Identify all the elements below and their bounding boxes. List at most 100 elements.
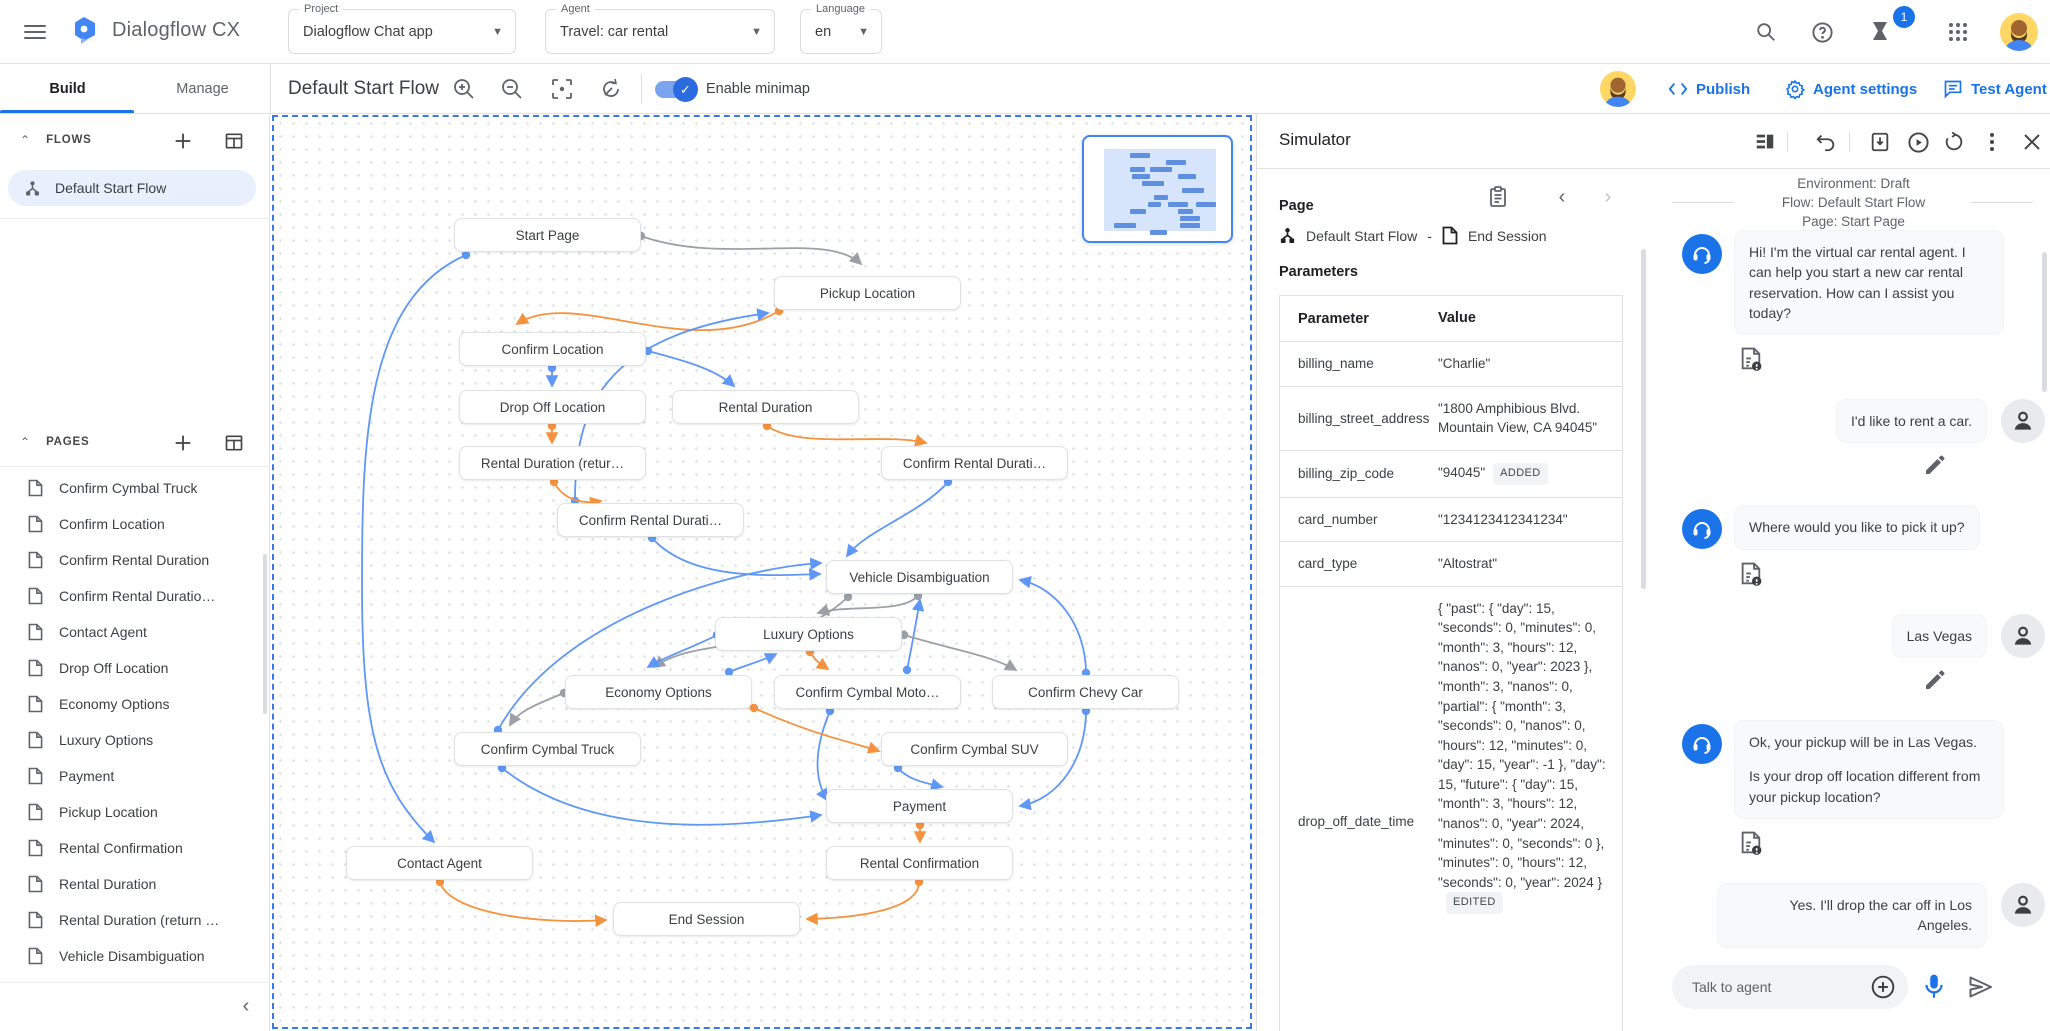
- user-avatar[interactable]: [2000, 13, 2038, 51]
- sidebar-page-item[interactable]: Rental Duration (return …: [0, 902, 266, 938]
- parameter-name: drop_off_date_time: [1298, 814, 1415, 830]
- response-info-icon[interactable]: [1740, 562, 2050, 588]
- sidebar-page-item[interactable]: Payment: [0, 758, 266, 794]
- flow-node-rental-confirmation[interactable]: Rental Confirmation: [826, 846, 1013, 880]
- panel-layout-icon[interactable]: [1752, 129, 1778, 155]
- flow-node-payment[interactable]: Payment: [826, 789, 1013, 823]
- undo-icon[interactable]: [1813, 129, 1839, 155]
- agent-select[interactable]: Agent Travel: car rental ▼: [545, 3, 775, 54]
- agent-select-value: Travel: car rental: [560, 23, 669, 40]
- reset-view-icon[interactable]: [599, 77, 623, 101]
- sidebar-page-item[interactable]: Drop Off Location: [0, 650, 266, 686]
- talk-to-agent-input[interactable]: Talk to agent: [1672, 965, 1908, 1009]
- sidebar-page-item[interactable]: Confirm Rental Duration: [0, 542, 266, 578]
- tab-build[interactable]: Build: [49, 81, 86, 97]
- flows-list-view-icon[interactable]: [224, 131, 246, 153]
- flow-node-contact-agent[interactable]: Contact Agent: [346, 846, 533, 880]
- flow-node-confirm-chevy-car[interactable]: Confirm Chevy Car: [992, 675, 1179, 709]
- sidebar-item-default-start-flow[interactable]: Default Start Flow: [8, 170, 256, 206]
- flow-node-start-page[interactable]: Start Page: [454, 218, 641, 252]
- sidebar-page-item[interactable]: Vehicle Disambiguation: [0, 938, 266, 974]
- chevron-up-icon[interactable]: ⌃: [20, 435, 31, 449]
- next-page-icon[interactable]: ›: [1604, 185, 1612, 208]
- parameters-scrollbar[interactable]: [1641, 249, 1646, 589]
- apps-grid-icon[interactable]: [1944, 18, 1972, 46]
- sidebar-page-item[interactable]: Pickup Location: [0, 794, 266, 830]
- minimap-node-bar: [1150, 230, 1167, 235]
- sidebar-page-item[interactable]: Luxury Options: [0, 722, 266, 758]
- flow-node-confirm-cymbal-suv[interactable]: Confirm Cymbal SUV: [881, 732, 1068, 766]
- flow-node-confirm-rental-duration-2[interactable]: Confirm Rental Durati…: [881, 446, 1068, 480]
- flow-node-economy-options[interactable]: Economy Options: [565, 675, 752, 709]
- add-page-icon[interactable]: [172, 432, 194, 454]
- play-icon[interactable]: [1905, 129, 1931, 155]
- test-agent-button[interactable]: Test Agent: [1943, 64, 2047, 114]
- flow-node-pickup-location[interactable]: Pickup Location: [774, 276, 961, 310]
- breadcrumb-page[interactable]: End Session: [1467, 227, 1547, 244]
- edit-message-icon[interactable]: [1656, 453, 1947, 477]
- add-attachment-icon[interactable]: [1870, 974, 1896, 1000]
- page-icon: [0, 587, 43, 605]
- close-icon[interactable]: [2019, 129, 2045, 155]
- flow-node-confirm-location[interactable]: Confirm Location: [459, 332, 646, 366]
- help-icon[interactable]: [1808, 18, 1836, 46]
- minimap[interactable]: [1082, 135, 1233, 243]
- sidebar-page-item[interactable]: Confirm Location: [0, 506, 266, 542]
- response-info-icon[interactable]: [1740, 347, 2050, 373]
- add-flow-icon[interactable]: [172, 130, 194, 152]
- publish-button[interactable]: Publish: [1668, 64, 1750, 114]
- flow-node-luxury-options[interactable]: Luxury Options: [715, 617, 902, 651]
- sidebar-page-item[interactable]: Confirm Rental Duratio…: [0, 578, 266, 614]
- enable-minimap-toggle[interactable]: ✓: [655, 77, 698, 102]
- microphone-icon[interactable]: [1921, 973, 1947, 1001]
- notifications-icon[interactable]: [1866, 18, 1894, 46]
- sidebar-page-item[interactable]: Confirm Cymbal Truck: [0, 470, 266, 506]
- collapse-sidebar-icon[interactable]: ‹: [242, 994, 250, 1017]
- sidebar-scrollbar[interactable]: [263, 554, 267, 714]
- flow-node-confirm-rental-duration[interactable]: Confirm Rental Durati…: [557, 503, 744, 537]
- restart-icon[interactable]: [1941, 129, 1967, 155]
- sidebar-page-item[interactable]: Contact Agent: [0, 614, 266, 650]
- flow-node-vehicle-disambiguation[interactable]: Vehicle Disambiguation: [826, 560, 1013, 594]
- pages-list-view-icon[interactable]: [224, 433, 246, 455]
- language-select[interactable]: Language en ▼: [800, 3, 882, 54]
- save-download-icon[interactable]: [1867, 129, 1893, 155]
- clipboard-icon[interactable]: [1485, 184, 1511, 210]
- edit-message-icon[interactable]: [1656, 668, 1947, 692]
- prev-page-icon[interactable]: ‹: [1558, 185, 1566, 208]
- parameter-row[interactable]: drop_off_date_time { "past": { "day": 15,…: [1280, 587, 1622, 1031]
- parameter-row[interactable]: billing_name "Charlie": [1280, 342, 1622, 387]
- flow-node-rental-duration-return[interactable]: Rental Duration (retur…: [459, 446, 646, 480]
- center-focus-icon[interactable]: [550, 77, 574, 101]
- user-message-bubble: Yes. I'll drop the car off in Los Angele…: [1717, 882, 1987, 948]
- agent-settings-button[interactable]: Agent settings: [1785, 64, 1917, 114]
- parameter-row[interactable]: card_type "Altostrat": [1280, 542, 1622, 587]
- flow-node-confirm-cymbal-truck[interactable]: Confirm Cymbal Truck: [454, 732, 641, 766]
- flow-node-rental-duration[interactable]: Rental Duration: [672, 390, 859, 424]
- send-icon[interactable]: [1968, 975, 1994, 999]
- tab-manage[interactable]: Manage: [176, 81, 229, 97]
- search-icon[interactable]: [1752, 18, 1780, 46]
- menu-icon[interactable]: [24, 21, 46, 43]
- parameter-row[interactable]: billing_street_address "1800 Amphibious B…: [1280, 387, 1622, 451]
- flow-node-end-session[interactable]: End Session: [613, 902, 800, 936]
- zoom-in-icon[interactable]: [452, 77, 476, 101]
- flow-node-drop-off-location[interactable]: Drop Off Location: [459, 390, 646, 424]
- chat-scrollbar[interactable]: [2042, 252, 2047, 392]
- parameter-row[interactable]: card_number "1234123412341234": [1280, 498, 1622, 543]
- flow-node-confirm-cymbal-moto[interactable]: Confirm Cymbal Moto…: [774, 675, 961, 709]
- user-message-row: Yes. I'll drop the car off in Los Angele…: [1656, 882, 2050, 948]
- breadcrumb-flow[interactable]: Default Start Flow: [1306, 227, 1418, 244]
- flow-canvas[interactable]: Start Page Pickup Location Confirm Locatio…: [270, 114, 1256, 1031]
- sidebar-page-item[interactable]: Economy Options: [0, 686, 266, 722]
- toolbar: Build Manage Default Start Flow ✓ Enable…: [0, 64, 2050, 114]
- response-info-icon[interactable]: [1740, 831, 2050, 857]
- sidebar-page-item[interactable]: Rental Duration: [0, 866, 266, 902]
- parameter-row[interactable]: billing_zip_code "94045" ADDED: [1280, 451, 1622, 498]
- agent-select-label: Agent: [556, 3, 595, 15]
- project-select[interactable]: Project Dialogflow Chat app ▼: [288, 3, 516, 54]
- sidebar-page-item[interactable]: Rental Confirmation: [0, 830, 266, 866]
- zoom-out-icon[interactable]: [500, 77, 524, 101]
- more-vert-icon[interactable]: [1979, 129, 2005, 155]
- chevron-up-icon[interactable]: ⌃: [20, 133, 31, 147]
